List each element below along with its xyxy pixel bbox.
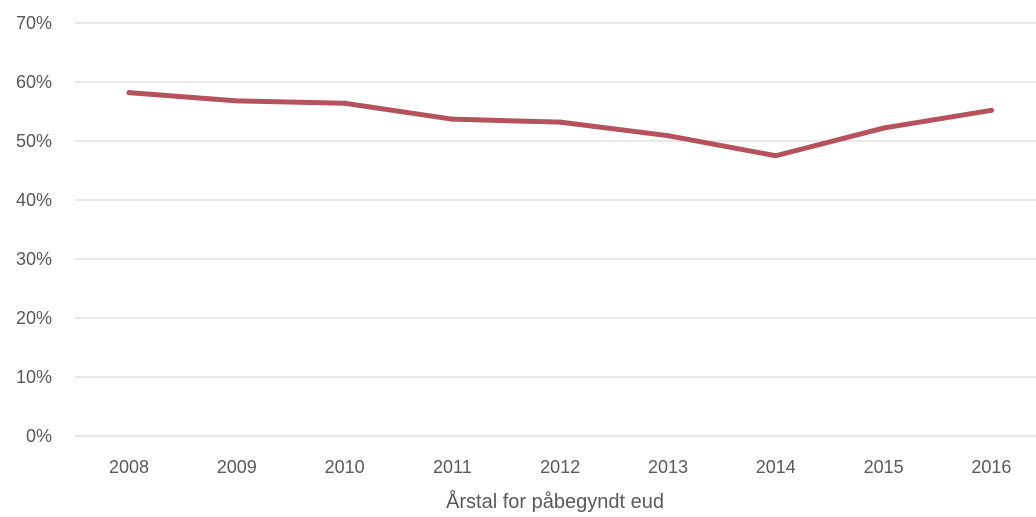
x-axis-title: Årstal for påbegyndt eud — [446, 490, 664, 513]
y-tick-label: 20% — [16, 308, 52, 328]
data-point — [126, 90, 132, 96]
data-point — [449, 116, 455, 122]
data-point — [557, 119, 563, 125]
x-tick-label: 2015 — [864, 457, 904, 477]
y-tick-label: 40% — [16, 190, 52, 210]
y-tick-label: 0% — [26, 426, 52, 446]
data-point — [988, 107, 994, 113]
x-tick-label: 2013 — [648, 457, 688, 477]
gridlines — [75, 22, 1036, 437]
y-tick-label: 30% — [16, 249, 52, 269]
y-tick-label: 60% — [16, 72, 52, 92]
y-tick-labels: 0% 10% 20% 30% 40% 50% 60% 70% — [16, 13, 52, 446]
y-tick-label: 70% — [16, 13, 52, 33]
data-point — [773, 153, 779, 159]
data-point — [342, 100, 348, 106]
data-point — [234, 98, 240, 104]
x-tick-label: 2009 — [217, 457, 257, 477]
x-tick-label: 2014 — [756, 457, 796, 477]
x-tick-label: 2012 — [540, 457, 580, 477]
x-tick-label: 2010 — [325, 457, 365, 477]
data-point — [665, 133, 671, 139]
series-group — [126, 90, 994, 159]
y-tick-label: 50% — [16, 131, 52, 151]
y-tick-label: 10% — [16, 367, 52, 387]
x-tick-label: 2011 — [433, 457, 472, 477]
x-tick-label: 2016 — [971, 457, 1011, 477]
data-point — [881, 125, 887, 131]
x-tick-labels: 2008 2009 2010 2011 2012 2013 2014 2015 2016 — [109, 457, 1011, 477]
x-tick-label: 2008 — [109, 457, 149, 477]
